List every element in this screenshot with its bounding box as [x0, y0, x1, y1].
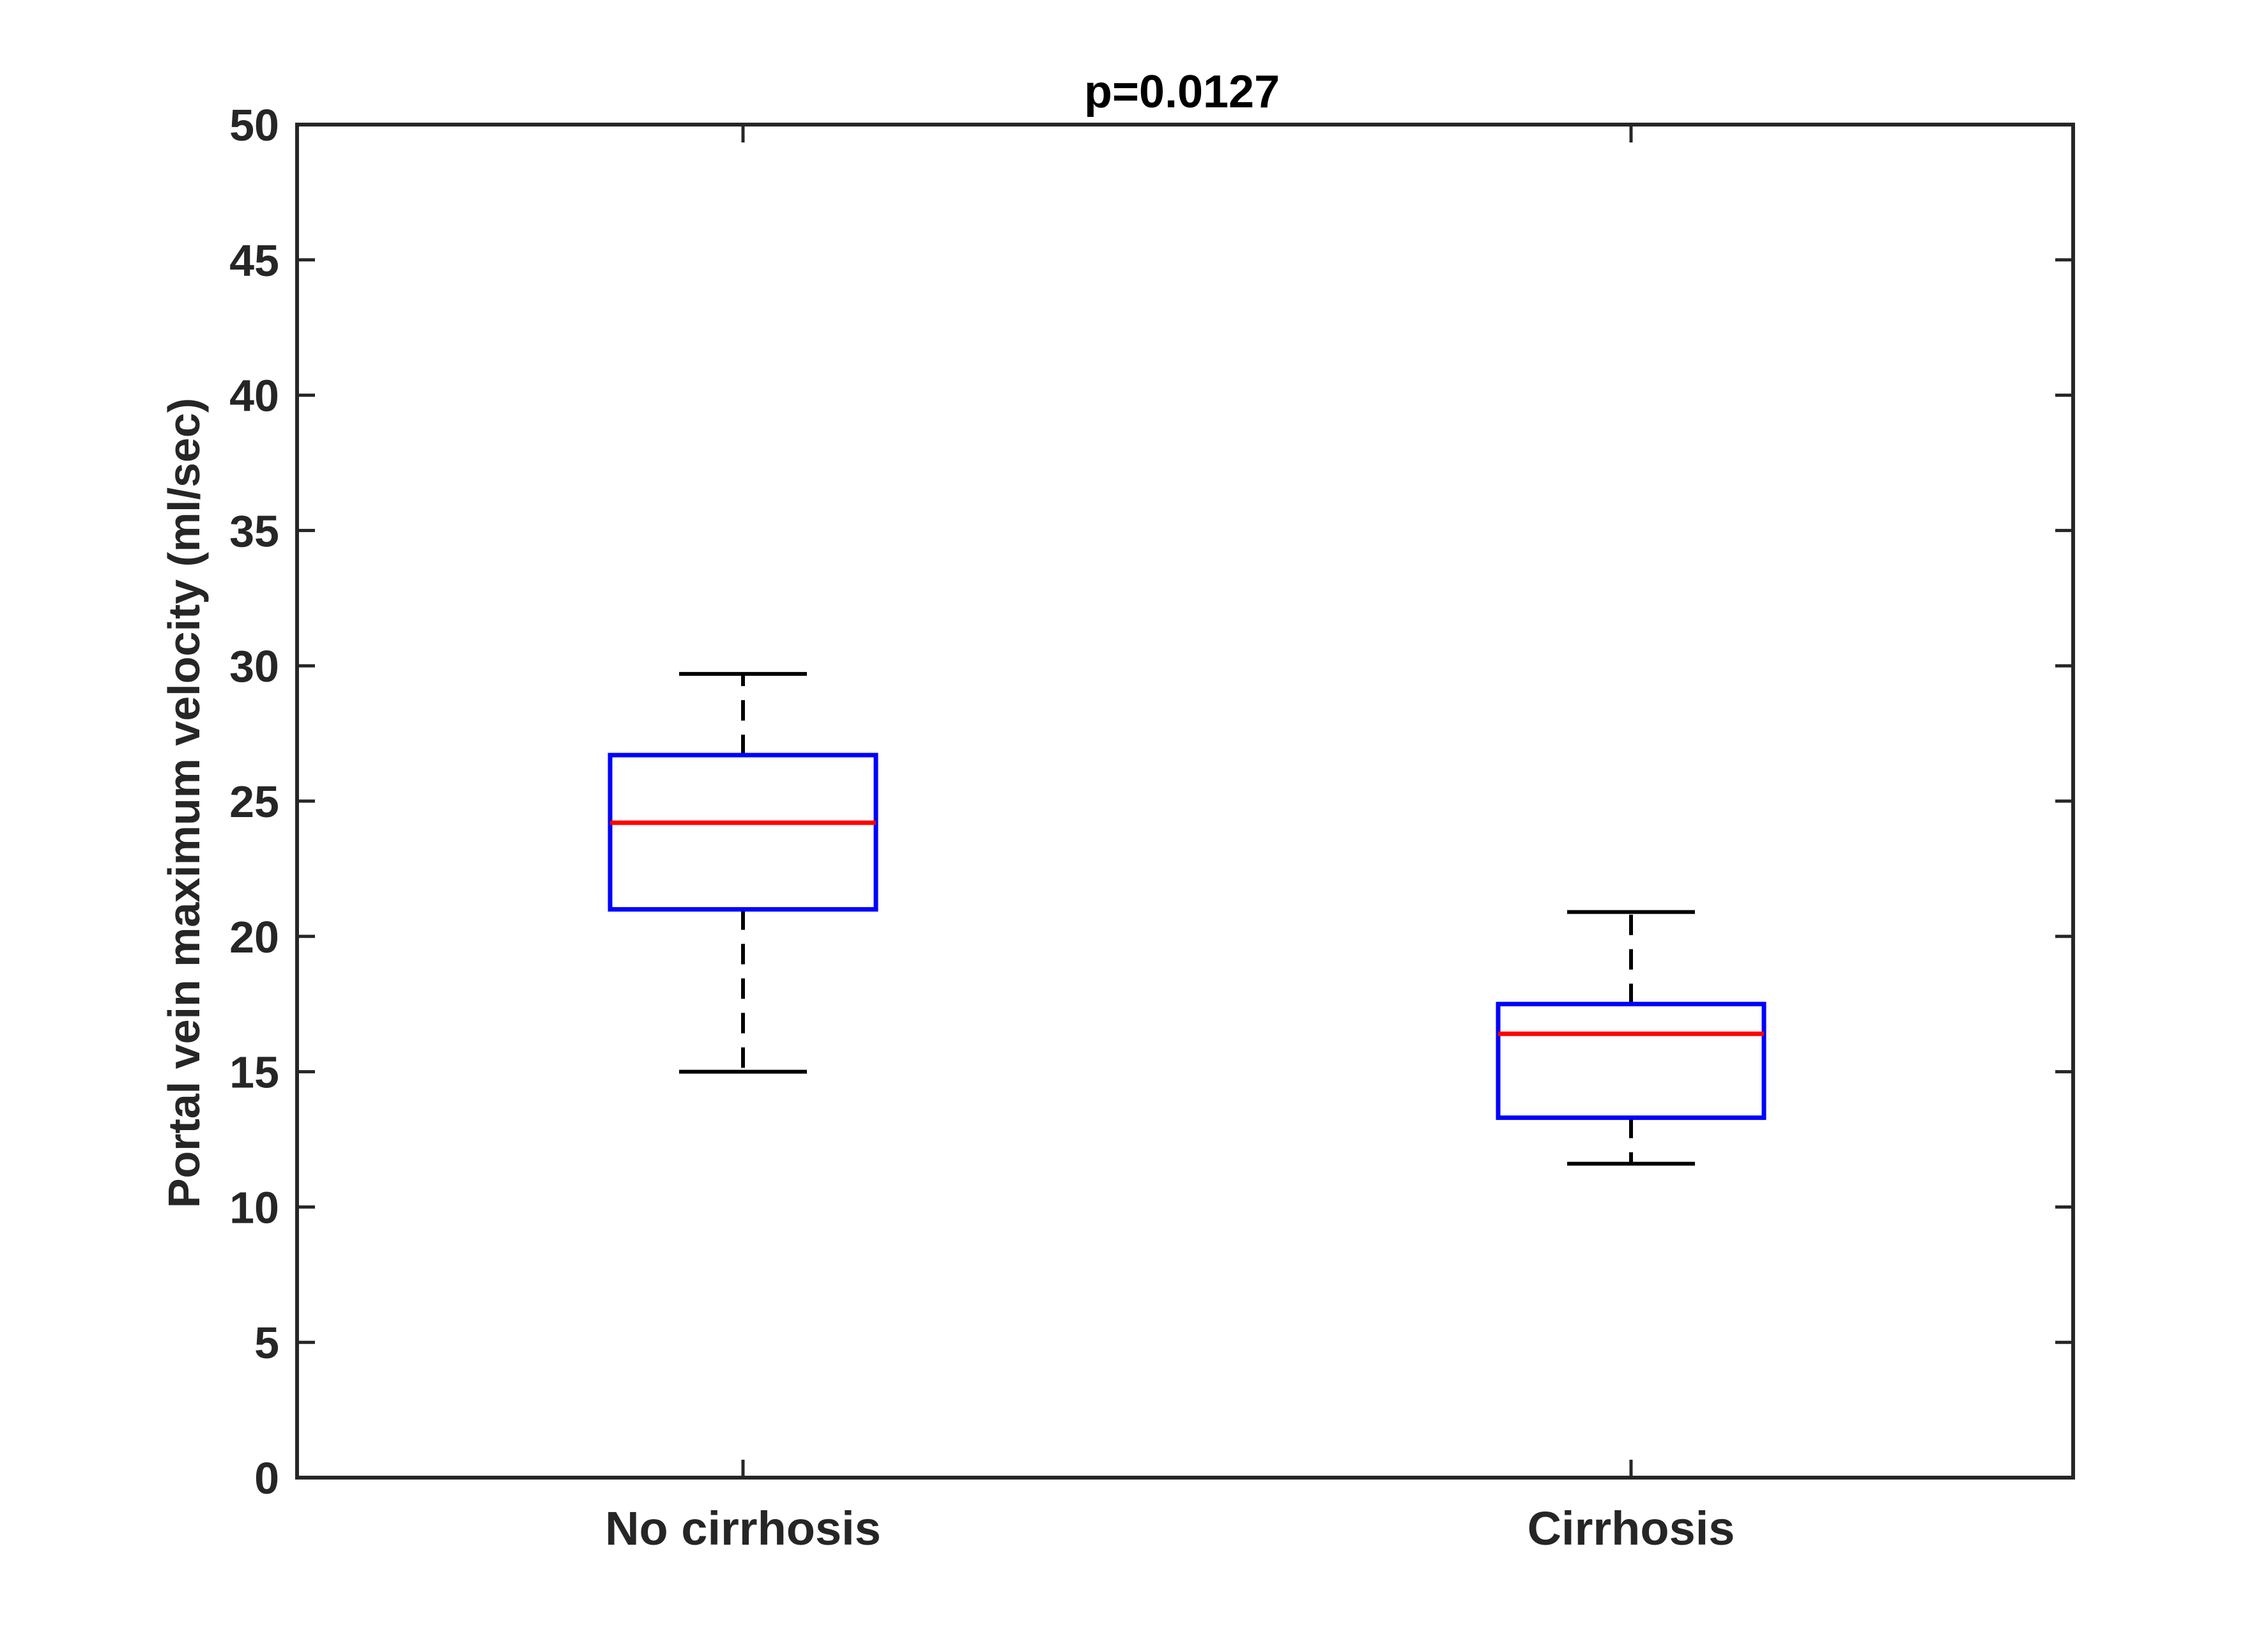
plot-area: 0 5 10 15 20 25 30 35 40 45 50 No cirrhosis Cirrhosi…	[229, 100, 2073, 1555]
y-tick-label: 10	[229, 1182, 279, 1232]
x-category-label: Cirrhosis	[1528, 1502, 1735, 1555]
y-tick-label: 15	[229, 1048, 279, 1098]
y-axis-label: Portal vein maximum velocity (ml/sec)	[159, 398, 209, 1208]
y-tick-label: 30	[229, 641, 279, 691]
y-tick-label: 45	[229, 236, 279, 286]
y-tick-label: 0	[254, 1453, 279, 1503]
y-tick-label: 50	[229, 100, 279, 150]
plot-frame	[295, 123, 2075, 1480]
x-category-label: No cirrhosis	[605, 1502, 881, 1555]
y-tick-label: 25	[229, 777, 279, 827]
y-tick-label: 40	[229, 371, 279, 421]
y-tick-label: 35	[229, 506, 279, 556]
y-tick-label: 5	[254, 1318, 279, 1368]
chart-title: p=0.0127	[1084, 66, 1280, 118]
y-tick-label: 20	[229, 912, 279, 962]
iqr-box	[608, 753, 878, 912]
iqr-box	[1496, 1002, 1766, 1121]
